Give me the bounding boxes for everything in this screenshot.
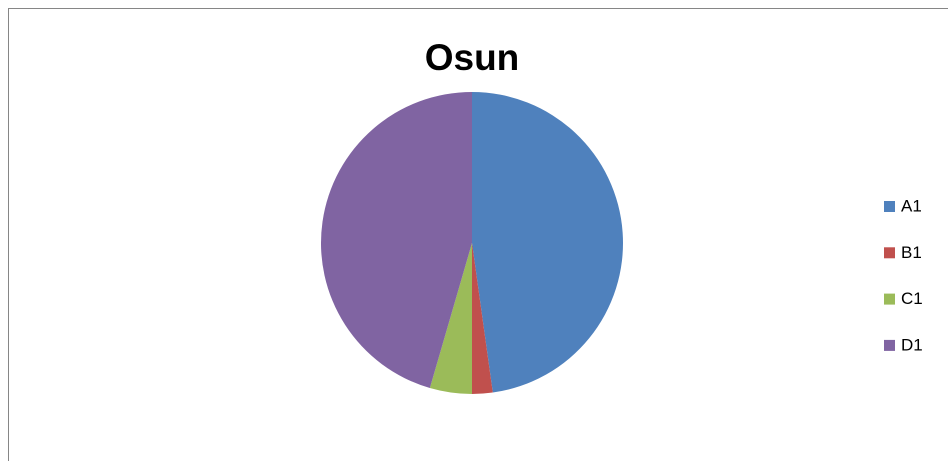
legend-label: C1 [901,289,923,308]
legend-label: D1 [901,335,923,354]
legend-swatch [884,201,895,212]
legend-swatch [884,247,895,259]
pie-slice [429,243,472,395]
legend-label: B1 [901,243,922,262]
chart-title: Osun [425,37,520,78]
pie-slice [472,243,493,394]
legend-swatch [884,339,895,351]
legend-swatch [884,293,895,305]
legend-label: A1 [901,196,922,215]
pie-slice [472,92,623,393]
pie-slice [321,92,472,389]
